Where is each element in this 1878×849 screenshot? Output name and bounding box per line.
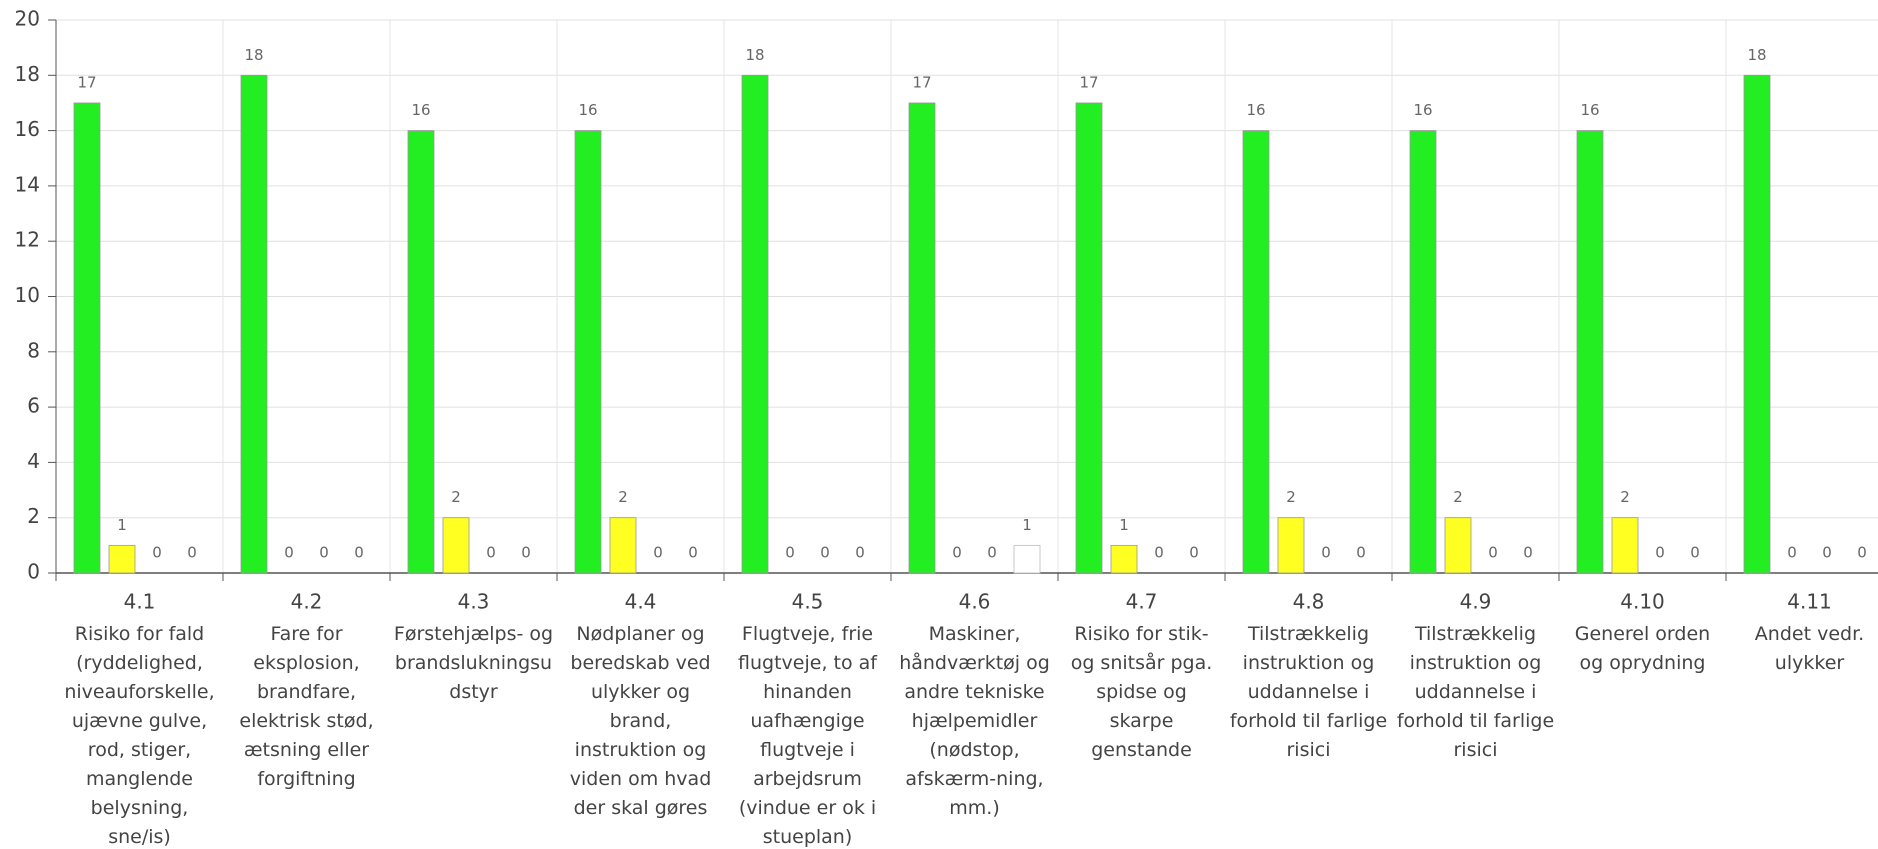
x-tick-label: 4.11 [1787,590,1832,614]
value-label: 17 [912,73,931,91]
value-label: 0 [1356,544,1366,562]
category-description: Andet vedr. ulykker [1754,623,1865,674]
x-tick-label: 4.2 [291,590,323,614]
y-tick-label: 2 [27,504,40,528]
category-description: Førstehjælps- og brandslukningsudstyr [393,623,554,703]
value-label: 0 [152,544,162,562]
y-tick-label: 10 [15,283,40,307]
value-label: 0 [1822,544,1832,562]
value-label: 18 [745,46,764,64]
bar [442,517,470,574]
bar [1013,544,1041,574]
category-description: Risiko for fald (ryddelighed, niveaufors… [64,623,215,848]
value-label: 0 [1787,544,1797,562]
value-label: 0 [284,544,294,562]
category-description: Flugtveje, frie flugtveje, to af hinande… [738,623,877,848]
value-label: 17 [77,73,96,91]
value-label: 0 [1523,544,1533,562]
y-tick-label: 14 [15,172,40,196]
x-tick-label: 4.8 [1293,590,1325,614]
x-tick-label: 4.5 [792,590,824,614]
category-description: Tilstrækkelig instruktion og uddannelse … [1229,623,1388,761]
x-tick-label: 4.6 [959,590,991,614]
value-label: 0 [1154,544,1164,562]
value-label: 0 [354,544,364,562]
bar [741,74,769,574]
bar [1611,517,1639,574]
value-label: 16 [1246,101,1265,119]
bar [574,130,602,574]
value-label: 17 [1079,73,1098,91]
value-label: 2 [1620,488,1630,506]
value-label: 1 [117,516,127,534]
value-label: 16 [411,101,430,119]
y-tick-label: 6 [27,394,40,418]
value-label: 2 [451,488,461,506]
value-label: 0 [1189,544,1199,562]
bar [1277,517,1305,574]
value-label: 0 [1857,544,1867,562]
category-description: Fare for eksplosion, brandfare, elektris… [239,623,374,790]
bar [609,517,637,574]
value-label: 16 [578,101,597,119]
y-tick-label: 16 [15,117,40,141]
value-label: 2 [618,488,628,506]
y-tick-label: 4 [27,449,40,473]
value-label: 0 [688,544,698,562]
value-label: 18 [1747,46,1766,64]
y-tick-label: 8 [27,338,40,362]
value-label: 0 [653,544,663,562]
y-tick-label: 12 [15,228,40,252]
category-description: Tilstrækkelig instruktion og uddannelse … [1396,623,1555,761]
value-label: 0 [521,544,531,562]
y-tick-label: 0 [27,560,40,584]
y-tick-label: 18 [15,62,40,86]
category-description: Nødplaner og beredskab ved ulykker og br… [569,623,712,819]
value-label: 1 [1119,516,1129,534]
value-label: 2 [1453,488,1463,506]
bar [1444,517,1472,574]
bar [407,130,435,574]
bar [73,102,101,574]
x-tick-label: 4.1 [124,590,156,614]
value-label: 0 [952,544,962,562]
bar [240,74,268,574]
x-tick-label: 4.3 [458,590,490,614]
x-tick-label: 4.7 [1126,590,1158,614]
bar [908,102,936,574]
value-label: 0 [1321,544,1331,562]
value-label: 0 [187,544,197,562]
bar [1110,544,1138,574]
bar [1743,74,1771,574]
value-label: 0 [987,544,997,562]
value-label: 2 [1286,488,1296,506]
y-tick-label: 20 [15,7,40,31]
category-description: Generel orden og oprydning [1574,623,1711,674]
x-tick-label: 4.10 [1620,590,1665,614]
category-description: Risiko for stik- og snitsår pga. spidse … [1070,623,1213,761]
value-label: 0 [1655,544,1665,562]
value-label: 18 [244,46,263,64]
x-tick-label: 4.4 [625,590,657,614]
value-label: 0 [785,544,795,562]
value-label: 16 [1413,101,1432,119]
bar [1075,102,1103,574]
value-label: 1 [1022,516,1032,534]
bar [1576,130,1604,574]
bar [1242,130,1270,574]
bar [108,544,136,574]
bar [1409,130,1437,574]
value-label: 0 [1690,544,1700,562]
value-label: 0 [319,544,329,562]
value-label: 16 [1580,101,1599,119]
value-label: 0 [486,544,496,562]
category-description: Maskiner, håndværktøj og andre tekniske … [899,623,1050,819]
value-label: 0 [820,544,830,562]
value-label: 0 [855,544,865,562]
value-label: 0 [1488,544,1498,562]
x-tick-label: 4.9 [1460,590,1492,614]
